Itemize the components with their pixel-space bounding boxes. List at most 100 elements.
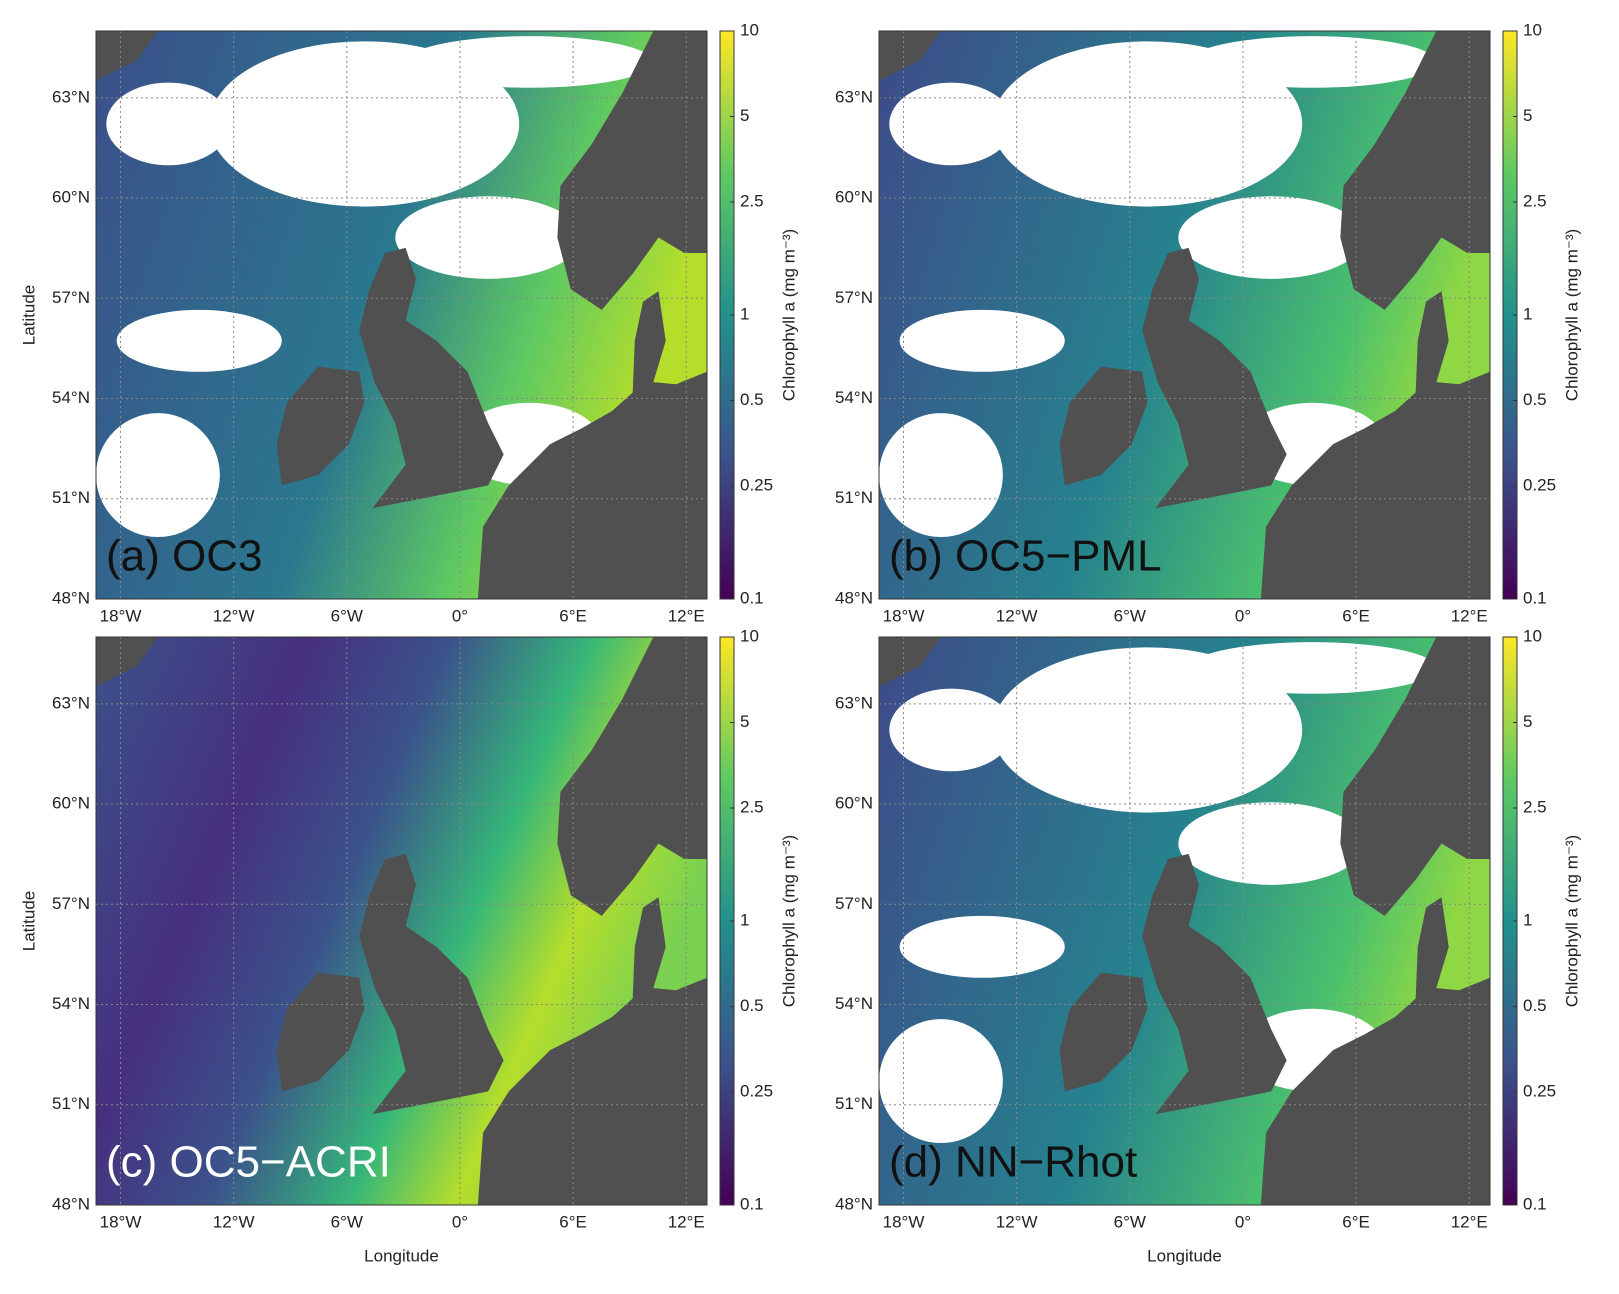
colorbar-tick-label: 0.5 (1523, 390, 1547, 409)
y-tick-label: 48°N (835, 1194, 873, 1213)
x-tick-label: 6°E (1342, 606, 1370, 625)
panel-label: (d) NN−Rhot (889, 1138, 1137, 1187)
map (879, 31, 1490, 599)
y-tick-label: 57°N (52, 288, 90, 307)
colorbar-tick-label: 0.5 (740, 996, 764, 1015)
colorbar-tick-label: 0.1 (1523, 588, 1547, 607)
x-tick-label: 0° (452, 1212, 468, 1231)
panel-label: (a) OC3 (106, 532, 262, 581)
x-tick-label: 0° (452, 606, 468, 625)
map-panel: 18°W 12°W 6°W 0° 6°E 12°E 48°N 51°N 54°N 57°N 60°N… (19, 20, 798, 625)
colorbar-tick-label: 10 (740, 626, 759, 645)
map-frame (95, 30, 708, 600)
x-tick-label: 12°W (213, 606, 255, 625)
colorbar-label: Chlorophyll a (mg m⁻³) (779, 229, 798, 401)
y-tick-label: 57°N (52, 894, 90, 913)
x-tick-label: 12°W (996, 1212, 1038, 1231)
x-axis-label: Longitude (1147, 1246, 1222, 1265)
x-tick-label: 12°W (996, 606, 1038, 625)
y-tick-label: 51°N (835, 488, 873, 507)
y-tick-label: 57°N (835, 288, 873, 307)
colorbar-tick-label: 5 (1523, 106, 1532, 125)
x-tick-label: 6°E (1342, 1212, 1370, 1231)
x-tick-label: 12°E (668, 1212, 705, 1231)
panel-label: (b) OC5−PML (889, 532, 1162, 581)
colorbar-tick-label: 5 (740, 106, 749, 125)
x-tick-label: 6°E (559, 606, 587, 625)
colorbar-label: Chlorophyll a (mg m⁻³) (1562, 229, 1581, 401)
map (879, 637, 1490, 1205)
colorbar-tick-label: 10 (740, 20, 759, 39)
x-tick-label: 18°W (883, 1212, 925, 1231)
map-panel: 18°W 12°W 6°W 0° 6°E 12°E 48°N 51°N 54°N 57°N 60°N… (19, 626, 798, 1265)
y-tick-label: 48°N (52, 1194, 90, 1213)
map-frame (878, 30, 1491, 600)
colorbar-tick-label: 2.5 (1523, 191, 1547, 210)
x-tick-label: 12°E (1451, 606, 1488, 625)
colorbar-tick-label: 10 (1523, 20, 1542, 39)
y-tick-label: 60°N (835, 188, 873, 207)
colorbar-label: Chlorophyll a (mg m⁻³) (779, 835, 798, 1007)
x-tick-label: 0° (1235, 1212, 1251, 1231)
colorbar-tick-label: 1 (740, 910, 749, 929)
colorbar-tick-label: 0.5 (740, 390, 764, 409)
y-tick-label: 51°N (835, 1094, 873, 1113)
y-axis-label: Latitude (19, 285, 38, 346)
x-tick-label: 18°W (883, 606, 925, 625)
colorbar-label: Chlorophyll a (mg m⁻³) (1562, 835, 1581, 1007)
map-frame (878, 636, 1491, 1206)
y-tick-label: 60°N (835, 794, 873, 813)
x-tick-label: 6°W (1114, 1212, 1146, 1231)
y-tick-label: 51°N (52, 488, 90, 507)
colorbar-tick-label: 5 (1523, 712, 1532, 731)
colorbar-tick-label: 2.5 (1523, 797, 1547, 816)
y-tick-label: 63°N (52, 87, 90, 106)
map (96, 31, 707, 599)
y-axis-label: Latitude (19, 891, 38, 952)
y-tick-label: 54°N (52, 388, 90, 407)
x-tick-label: 0° (1235, 606, 1251, 625)
y-tick-label: 57°N (835, 894, 873, 913)
x-tick-label: 6°E (559, 1212, 587, 1231)
map (96, 637, 707, 1205)
colorbar-tick-label: 1 (1523, 910, 1532, 929)
y-tick-label: 54°N (52, 994, 90, 1013)
x-tick-label: 18°W (100, 606, 142, 625)
colorbar-tick-label: 0.5 (1523, 996, 1547, 1015)
y-tick-label: 54°N (835, 994, 873, 1013)
colorbar-tick-label: 5 (740, 712, 749, 731)
colorbar-tick-label: 2.5 (740, 191, 764, 210)
colorbar-tick-label: 0.1 (740, 588, 764, 607)
colorbar-tick-label: 1 (1523, 304, 1532, 323)
x-tick-label: 12°E (668, 606, 705, 625)
x-tick-label: 12°E (1451, 1212, 1488, 1231)
x-tick-label: 6°W (331, 606, 363, 625)
colorbar-tick-label: 0.25 (1523, 1081, 1556, 1100)
colorbar-tick-label: 0.25 (740, 475, 773, 494)
map-panel: 18°W 12°W 6°W 0° 6°E 12°E 48°N 51°N 54°N 57°N 60°N… (835, 626, 1581, 1265)
colorbar-tick-label: 10 (1523, 626, 1542, 645)
y-tick-label: 63°N (52, 693, 90, 712)
y-tick-label: 60°N (52, 794, 90, 813)
y-tick-label: 48°N (52, 588, 90, 607)
y-tick-label: 48°N (835, 588, 873, 607)
colorbar-tick-label: 0.1 (1523, 1194, 1547, 1213)
x-axis-label: Longitude (364, 1246, 439, 1265)
colorbar-tick-label: 2.5 (740, 797, 764, 816)
x-tick-label: 6°W (331, 1212, 363, 1231)
map-frame (95, 636, 708, 1206)
x-tick-label: 12°W (213, 1212, 255, 1231)
y-tick-label: 54°N (835, 388, 873, 407)
panel-label: (c) OC5−ACRI (106, 1138, 391, 1187)
x-tick-label: 6°W (1114, 606, 1146, 625)
y-tick-label: 60°N (52, 188, 90, 207)
y-tick-label: 51°N (52, 1094, 90, 1113)
x-tick-label: 18°W (100, 1212, 142, 1231)
colorbar-tick-label: 1 (740, 304, 749, 323)
colorbar-tick-label: 0.25 (740, 1081, 773, 1100)
colorbar-tick-label: 0.25 (1523, 475, 1556, 494)
colorbar-tick-label: 0.1 (740, 1194, 764, 1213)
y-tick-label: 63°N (835, 693, 873, 712)
y-tick-label: 63°N (835, 87, 873, 106)
